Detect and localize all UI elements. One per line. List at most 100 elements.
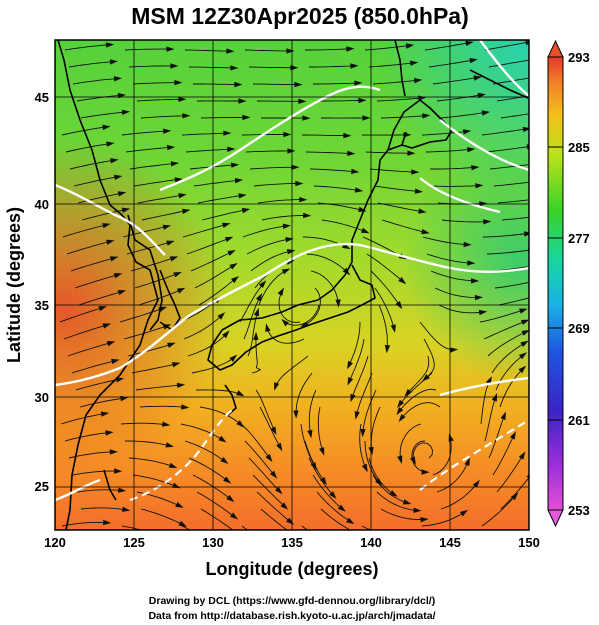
streamline <box>133 178 179 187</box>
streamline-arrowhead <box>521 319 529 325</box>
streamline <box>140 115 186 119</box>
streamline <box>488 59 529 68</box>
streamline <box>432 437 452 476</box>
streamline-arrowhead <box>234 178 244 184</box>
streamline <box>245 150 291 153</box>
streamline <box>497 199 529 204</box>
streamline-arrowhead <box>102 323 112 329</box>
streamline-arrowhead <box>113 273 123 279</box>
streamline <box>244 440 275 476</box>
streamline-arrowhead <box>329 491 337 499</box>
streamline-arrowhead <box>229 263 238 270</box>
streamline-arrowhead <box>117 290 127 296</box>
streamline-arrowhead <box>404 388 412 397</box>
streamline-arrowhead <box>178 96 187 102</box>
streamline <box>188 66 235 69</box>
streamline <box>62 224 107 238</box>
streamline-arrowhead <box>467 147 476 153</box>
streamline <box>128 457 174 467</box>
streamline-arrowhead <box>121 506 131 512</box>
streamline <box>428 59 474 68</box>
streamline-arrowhead <box>361 227 370 234</box>
streamline <box>122 226 167 238</box>
streamline <box>368 62 414 68</box>
streamline-arrowhead <box>178 193 187 199</box>
streamline-arrowhead <box>111 358 120 365</box>
streamline-arrowhead <box>181 404 190 410</box>
streamline-arrowhead <box>475 183 484 189</box>
streamline <box>501 216 529 221</box>
streamline-arrowhead <box>166 144 176 151</box>
streamline <box>80 111 126 119</box>
streamline <box>366 253 403 282</box>
streamline <box>76 94 122 102</box>
streamline <box>193 83 238 85</box>
streamline-arrowhead <box>291 164 300 170</box>
streamline <box>252 83 298 85</box>
streamline <box>253 183 299 187</box>
streamline <box>406 355 430 394</box>
streamline <box>381 219 426 233</box>
streamline-arrowhead <box>518 352 527 360</box>
streamline-arrowhead <box>171 362 181 368</box>
streamline <box>66 240 111 255</box>
streamline-arrowhead <box>337 504 346 512</box>
streamline-arrowhead <box>411 169 420 175</box>
streamline <box>479 309 524 323</box>
streamline <box>240 423 271 459</box>
streamline-arrowhead <box>236 420 245 428</box>
streamline <box>317 99 363 102</box>
streamline-arrowhead <box>362 115 371 121</box>
streamline-arrowhead <box>105 42 115 48</box>
streamline <box>372 474 408 504</box>
streamline <box>317 406 324 452</box>
streamline-arrowhead <box>531 162 539 167</box>
streamline <box>434 287 479 298</box>
streamline <box>412 442 433 461</box>
streamline <box>132 82 179 85</box>
streamline <box>485 146 529 153</box>
streamline-arrowhead <box>265 323 271 332</box>
streamline-arrowhead <box>166 46 175 52</box>
streamline <box>499 368 524 408</box>
streamline-arrowhead <box>217 312 226 320</box>
streamline <box>72 78 118 85</box>
streamline-arrowhead <box>421 469 430 475</box>
streamline <box>256 491 291 523</box>
streamline <box>255 389 276 432</box>
streamline-arrowhead <box>472 479 480 488</box>
streamline-arrowhead <box>299 196 308 203</box>
streamline-arrowhead <box>500 411 506 420</box>
streamline <box>121 525 143 530</box>
streamline <box>244 49 291 52</box>
streamline <box>484 41 529 51</box>
colorbar: 293 285 277 269 261 253 <box>547 39 590 528</box>
streamline <box>140 508 184 526</box>
streamline-arrowhead <box>396 407 404 416</box>
streamline-arrowhead <box>523 231 529 237</box>
streamline <box>483 320 526 340</box>
streamline <box>421 130 467 136</box>
streamline <box>312 474 343 510</box>
streamline-arrowhead <box>295 180 304 187</box>
streamline <box>259 406 281 448</box>
streamline <box>491 342 526 374</box>
streamline <box>380 115 426 119</box>
streamline <box>399 423 422 460</box>
streamline <box>64 432 110 442</box>
streamline-arrowhead <box>106 239 115 245</box>
streamline <box>380 508 425 520</box>
streamline-arrowhead <box>238 98 247 104</box>
streamline-arrowhead <box>347 150 356 156</box>
streamline <box>430 270 475 282</box>
streamline-arrowhead <box>351 168 360 174</box>
streamline <box>124 48 170 51</box>
streamline-arrowhead <box>298 98 307 104</box>
streamline-arrowhead <box>277 287 284 296</box>
streamline <box>494 281 529 289</box>
x-tick-label: 150 <box>518 535 540 550</box>
streamline-arrowhead <box>413 507 422 513</box>
streamline-arrowhead <box>118 487 127 493</box>
y-tick-label: 45 <box>35 90 49 105</box>
streamline-arrowhead <box>463 241 472 248</box>
